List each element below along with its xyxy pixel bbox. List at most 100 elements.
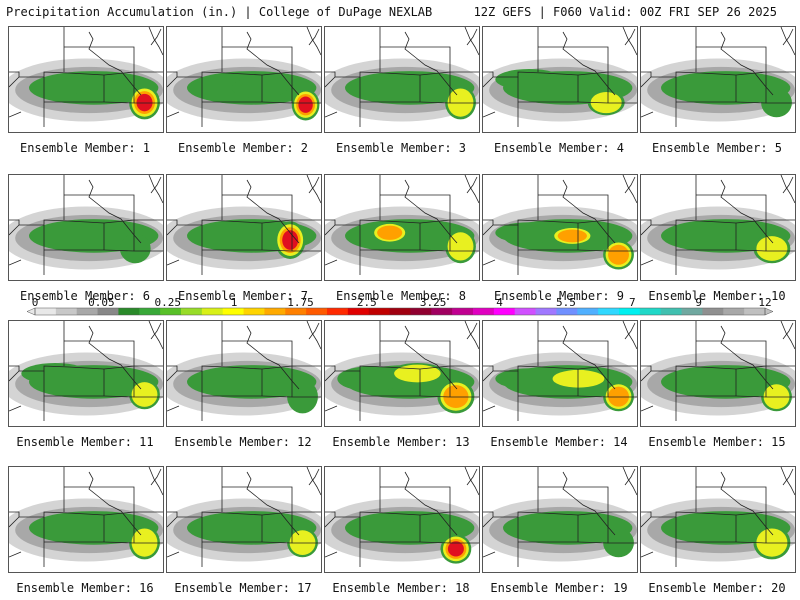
colorbar-segment bbox=[723, 308, 745, 315]
border-line bbox=[464, 27, 479, 56]
precip-field bbox=[641, 58, 795, 122]
ensemble-member-label: Ensemble Member: 16 bbox=[16, 581, 154, 595]
chart-title: Precipitation Accumulation (in.) | Colle… bbox=[6, 5, 433, 19]
border-line bbox=[782, 322, 794, 340]
precip-field bbox=[483, 58, 637, 122]
border-line bbox=[464, 467, 479, 496]
precip-core bbox=[377, 225, 403, 240]
border-line bbox=[9, 224, 20, 236]
border-line bbox=[9, 370, 20, 382]
state-borders bbox=[325, 321, 479, 421]
precip-map-svg bbox=[641, 27, 795, 132]
border-line bbox=[150, 468, 162, 486]
border-line bbox=[360, 101, 479, 104]
border-line bbox=[483, 76, 494, 88]
border-line bbox=[167, 511, 321, 518]
border-line bbox=[64, 486, 135, 512]
precip-field bbox=[167, 58, 321, 122]
precip-map-svg bbox=[325, 175, 479, 280]
border-line bbox=[404, 179, 458, 244]
border-line bbox=[167, 370, 178, 382]
border-line bbox=[404, 31, 458, 96]
border-line bbox=[325, 71, 479, 78]
border-line bbox=[696, 194, 767, 220]
ensemble-member-map bbox=[324, 466, 480, 573]
border-line bbox=[676, 541, 795, 544]
colorbar-tick-label: 12 bbox=[758, 296, 771, 309]
border-line bbox=[202, 541, 321, 544]
colorbar-segment bbox=[431, 308, 453, 315]
precip-field bbox=[9, 352, 163, 416]
border-line bbox=[538, 340, 609, 366]
colorbar-segment bbox=[264, 308, 286, 315]
ensemble-member-label: Ensemble Member: 17 bbox=[174, 581, 312, 595]
border-line bbox=[167, 405, 180, 412]
ensemble-member-map bbox=[324, 320, 480, 427]
ensemble-member-map bbox=[482, 466, 638, 573]
precip-field bbox=[641, 498, 795, 562]
border-line bbox=[641, 511, 795, 518]
colorbar-segment bbox=[598, 308, 620, 315]
border-line bbox=[483, 551, 496, 558]
precip-core bbox=[381, 519, 438, 541]
border-line bbox=[325, 365, 479, 372]
colorbar-tick-label: 5.5 bbox=[556, 296, 576, 309]
colorbar-tick-label: 7 bbox=[629, 296, 636, 309]
ensemble-member-map bbox=[166, 466, 322, 573]
precip-core bbox=[119, 233, 151, 264]
border-line bbox=[167, 516, 178, 528]
colorbar-segment bbox=[702, 308, 724, 315]
precip-core bbox=[756, 236, 788, 261]
border-line bbox=[222, 46, 293, 72]
precip-core bbox=[282, 230, 299, 250]
border-line bbox=[380, 46, 451, 72]
ensemble-member-map bbox=[166, 174, 322, 281]
ensemble-member-label: Ensemble Member: 12 bbox=[174, 435, 312, 449]
colorbar-segment bbox=[473, 308, 495, 315]
colorbar-segment bbox=[535, 308, 557, 315]
border-line bbox=[325, 370, 336, 382]
precip-core bbox=[21, 363, 90, 384]
precip-map-svg bbox=[167, 27, 321, 132]
state-borders bbox=[483, 321, 637, 421]
colorbar-segment bbox=[514, 308, 536, 315]
colorbar-segment bbox=[347, 308, 370, 315]
colorbar-segment bbox=[577, 308, 599, 315]
colorbar-tick-label: 2.5 bbox=[357, 296, 377, 309]
precip-map-svg bbox=[167, 175, 321, 280]
precip-colorbar: 0 0.05 0.25 1 1.75 2.5 3.25 4 5.5 7 9 12 bbox=[26, 296, 774, 316]
border-line bbox=[325, 111, 338, 118]
precip-map-svg bbox=[483, 27, 637, 132]
precip-core bbox=[231, 77, 288, 99]
precip-map-svg bbox=[641, 175, 795, 280]
border-line bbox=[246, 325, 300, 390]
colorbar-segment bbox=[368, 308, 390, 315]
ensemble-member-label: Ensemble Member: 18 bbox=[332, 581, 470, 595]
precip-core bbox=[495, 222, 564, 244]
state-borders bbox=[167, 467, 321, 567]
colorbar-segment bbox=[97, 308, 119, 315]
colorbar-segment bbox=[744, 308, 766, 315]
border-line bbox=[538, 46, 609, 72]
border-line bbox=[44, 541, 163, 544]
precip-moderate-area bbox=[661, 71, 791, 105]
precip-core bbox=[62, 74, 125, 96]
border-line bbox=[9, 259, 22, 266]
border-line bbox=[562, 325, 616, 390]
border-line bbox=[562, 471, 616, 536]
border-line bbox=[202, 249, 321, 252]
border-line bbox=[150, 176, 162, 194]
border-line bbox=[222, 194, 293, 220]
border-line bbox=[404, 471, 458, 536]
precip-moderate-area bbox=[29, 511, 159, 545]
state-borders bbox=[325, 175, 479, 275]
border-line bbox=[538, 486, 609, 512]
border-line bbox=[780, 467, 795, 496]
border-line bbox=[624, 28, 636, 46]
border-line bbox=[404, 325, 458, 390]
colorbar-segment bbox=[410, 308, 432, 315]
border-line bbox=[641, 219, 795, 226]
border-line bbox=[641, 111, 654, 118]
ensemble-member-map bbox=[482, 26, 638, 133]
border-line bbox=[641, 405, 654, 412]
